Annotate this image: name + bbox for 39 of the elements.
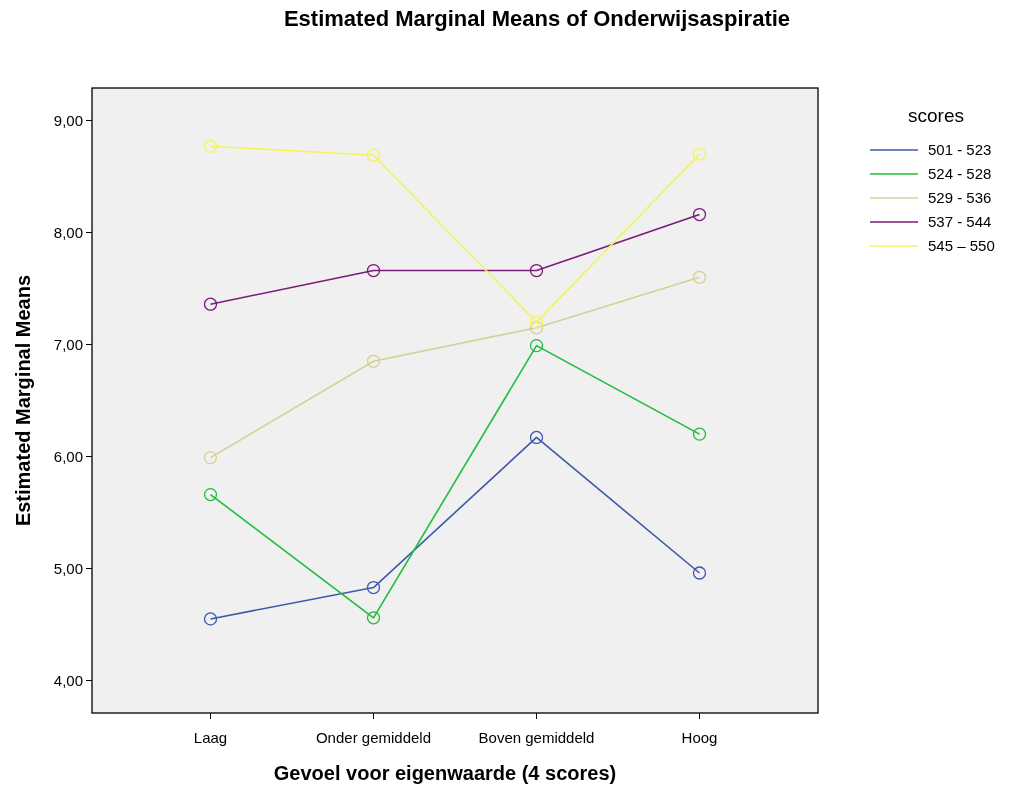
legend-label: 524 - 528 <box>928 165 992 183</box>
point <box>366 148 381 162</box>
legend-label: 501 - 523 <box>928 141 992 159</box>
point <box>203 612 218 626</box>
y-tick-label: 6,00 <box>53 447 83 465</box>
point <box>529 263 544 278</box>
x-tick-label: Boven gemiddeld <box>478 729 595 746</box>
point <box>692 207 707 222</box>
point <box>692 147 707 161</box>
point <box>692 270 707 284</box>
y-axis-title: Estimated Marginal Means <box>12 274 34 527</box>
y-tick-label: 8,00 <box>53 223 83 241</box>
x-tick-label: Laag <box>193 729 228 746</box>
y-tick-label: 4,00 <box>53 671 83 689</box>
legend-label: 537 - 544 <box>928 213 992 231</box>
point <box>366 580 381 595</box>
point <box>203 139 218 153</box>
x-tick-label: Onder gemiddeld <box>315 729 432 746</box>
point <box>366 263 381 278</box>
point <box>692 566 707 580</box>
point <box>529 338 544 353</box>
point <box>692 427 707 441</box>
point <box>203 297 218 311</box>
point <box>366 611 381 625</box>
x-axis-title: Gevoel voor eigenwaarde (4 scores) <box>273 762 617 784</box>
point <box>366 354 381 368</box>
y-tick-label: 5,00 <box>53 559 83 577</box>
y-tick-label: 9,00 <box>53 111 83 129</box>
point <box>203 487 218 502</box>
legend-label: 529 - 536 <box>928 189 992 207</box>
chart-title: Estimated Marginal Means of Onderwijsaspiratie <box>283 6 791 31</box>
point <box>529 430 544 445</box>
point <box>529 321 544 335</box>
point <box>529 315 544 329</box>
y-tick-label: 7,00 <box>53 335 83 353</box>
legend-title: scores <box>908 105 964 126</box>
point <box>203 450 218 465</box>
x-tick-label: Hoog <box>681 729 718 746</box>
legend-label: 545 – 550 <box>928 237 995 255</box>
